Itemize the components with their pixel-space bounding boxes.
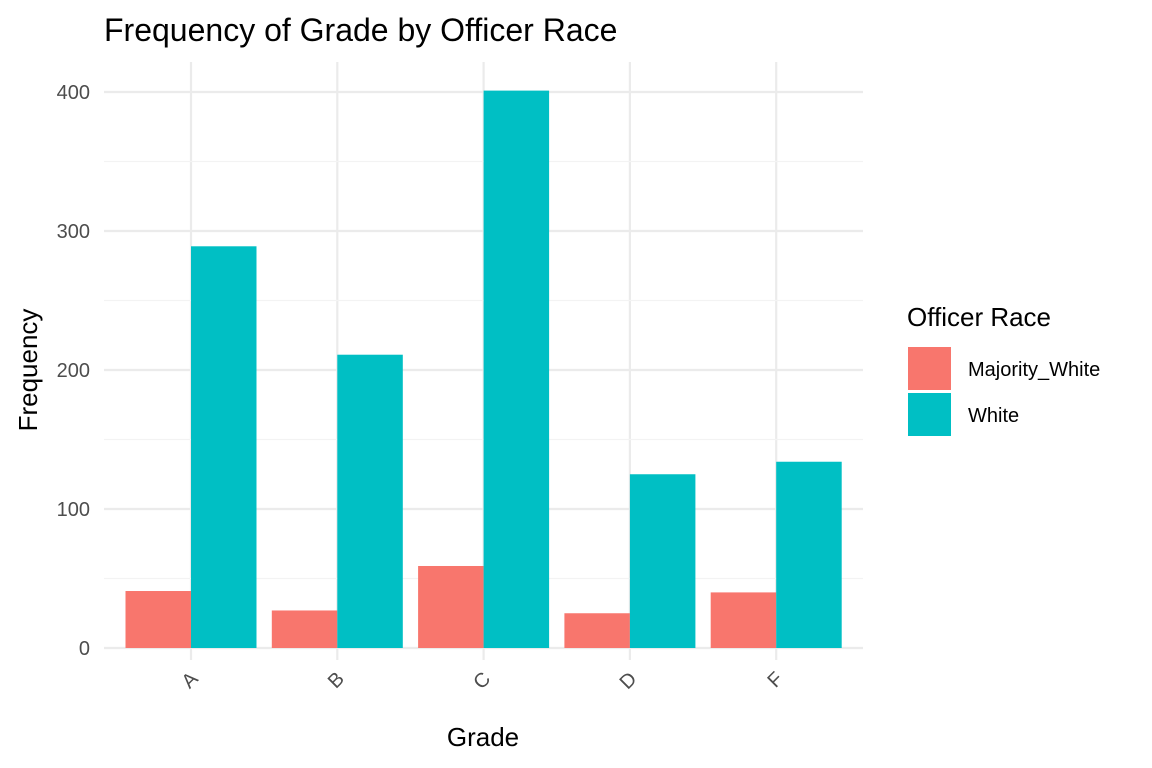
y-tick-label-400: 400 [57,82,90,104]
y-tick-label-100: 100 [57,499,90,521]
legend-key-majority-white [908,347,951,390]
legend-title: Officer Race [907,302,1051,332]
bar-majority-white-c [418,565,484,648]
legend-label-majority-white: Majority_White [968,359,1100,381]
bars [125,90,842,649]
x-axis-title: Grade [447,722,519,752]
bar-white-f [776,461,842,648]
y-tick-label-300: 300 [57,221,90,243]
x-tick-label-c: C [469,668,495,694]
y-tick-label-0: 0 [79,638,90,660]
y-axis-ticks: 0 100 200 300 400 [57,82,90,660]
chart-title: Frequency of Grade by Officer Race [104,12,617,48]
bar-white-d [629,474,696,648]
x-tick-label-b: B [324,668,349,693]
legend-label-white: White [968,405,1019,427]
y-tick-label-200: 200 [57,360,90,382]
bar-majority-white-a [125,591,191,648]
x-tick-label-d: D [616,668,642,694]
bar-white-a [191,246,257,649]
bar-majority-white-b [271,610,338,648]
y-axis-title: Frequency [13,309,43,432]
legend: Officer Race Majority_White White [907,302,1100,436]
legend-key-white [908,393,951,436]
bar-white-c [483,90,550,649]
x-tick-label-a: A [178,668,203,693]
bar-majority-white-f [710,592,777,648]
bar-majority-white-d [564,613,630,648]
bar-white-b [337,354,403,648]
x-tick-label-f: F [764,668,788,692]
